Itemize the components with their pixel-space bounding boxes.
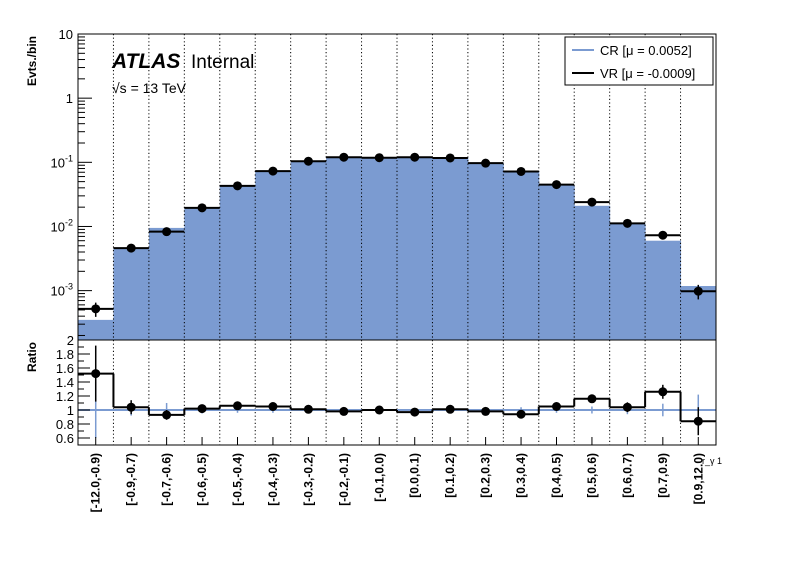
legend-vr-label: VR [μ = -0.0009] (600, 66, 695, 81)
x-tick-label-12: [0.3,0.4) (514, 453, 528, 498)
cr-bar-7 (326, 156, 363, 340)
y-tick-label-ratio-6: 1.8 (56, 347, 74, 362)
cr-bar-8 (361, 157, 398, 340)
x-tick-label-1: [-0.9,-0.7) (124, 453, 138, 506)
y-tick-label-ratio-1: 0.8 (56, 417, 74, 432)
y-tick-label-ratio-7: 2 (67, 333, 74, 348)
vr-point-4 (233, 181, 242, 191)
vr-point-6 (303, 156, 313, 166)
vr-point-12 (516, 166, 526, 176)
x-tick-label-8: [-0.1,0.0) (372, 453, 386, 502)
ratio-point-0 (91, 369, 101, 379)
y-tick-label-main-4: 10 (59, 27, 73, 42)
ratio-point-1 (126, 402, 136, 412)
x-axis-corner-label: r_γ 1 (702, 456, 722, 466)
x-tick-label-16: [0.7,0.9) (656, 453, 670, 498)
legend-box (564, 36, 714, 86)
vr-point-2 (162, 227, 172, 237)
y-tick-label-main-2: 10-1 (51, 153, 73, 170)
vr-point-8 (374, 153, 384, 163)
y-tick-label-ratio-3: 1.2 (56, 389, 74, 404)
ratio-point-9 (410, 407, 420, 417)
cr-bar-11 (467, 163, 504, 340)
ratio-point-16 (658, 387, 668, 397)
vr-point-3 (197, 203, 207, 213)
ratio-point-17 (693, 416, 703, 426)
x-tick-label-0: [-12.0,-0.9) (89, 453, 103, 512)
x-tick-label-14: [0.5,0.6) (585, 453, 599, 498)
x-tick-label-3: [-0.6,-0.5) (195, 453, 209, 506)
y-tick-label-main-1: 10-2 (51, 217, 73, 234)
vr-point-17 (693, 286, 703, 296)
atlas-label: ATLAS (111, 50, 180, 73)
energy-label: √s = 13 TeV (112, 80, 187, 96)
ratio-frame (77, 339, 717, 446)
cr-bar-1 (113, 248, 150, 340)
vr-point-5 (268, 166, 278, 176)
cr-bar-15 (609, 223, 646, 340)
cr-bar-0 (78, 319, 114, 340)
ratio-panel: 0.60.811.21.41.61.82 [-12.0,-0.9) [-0.9,-0… (56, 333, 717, 512)
cr-bar-16 (645, 240, 682, 340)
ratio-point-14 (587, 394, 597, 404)
ratio-point-3 (197, 404, 207, 414)
cr-bar-2 (148, 227, 185, 340)
y-axis-label-ratio: Ratio (25, 342, 39, 372)
y-tick-label-ratio-0: 0.6 (56, 431, 74, 446)
internal-label: Internal (191, 52, 254, 73)
x-tick-label-9: [0.0,0.1) (408, 453, 422, 498)
x-tick-label-10: [0.1,0.2) (443, 453, 457, 498)
ratio-point-2 (162, 410, 172, 420)
ratio-point-6 (303, 404, 313, 414)
x-tick-label-4: [-0.5,-0.4) (231, 453, 245, 506)
ratio-point-12 (516, 409, 526, 419)
x-tick-label-15: [0.6,0.7) (620, 453, 634, 498)
cr-bar-5 (255, 171, 292, 340)
ratio-point-11 (481, 406, 491, 416)
cr-bar-9 (397, 157, 433, 340)
y-tick-label-main-0: 10-3 (51, 282, 73, 299)
legend: CR [μ = 0.0052] VR [μ = -0.0009] (564, 36, 714, 86)
y-tick-label-ratio-5: 1.6 (56, 361, 74, 376)
vr-point-7 (339, 152, 349, 162)
ratio-point-10 (445, 404, 455, 414)
ratio-point-13 (552, 402, 561, 411)
y-tick-label-ratio-2: 1 (67, 403, 74, 418)
x-tick-label-17: [0.9,12.0) (691, 453, 705, 504)
ratio-point-7 (339, 406, 349, 416)
vr-point-11 (481, 158, 491, 168)
vr-point-10 (445, 153, 455, 163)
vr-point-16 (658, 230, 668, 240)
vr-point-9 (410, 152, 420, 162)
cr-bar-12 (503, 171, 540, 340)
cr-bar-6 (290, 160, 327, 340)
vr-point-15 (622, 218, 632, 228)
x-tick-label-6: [-0.3,-0.2) (301, 453, 315, 506)
x-tick-label-13: [0.4,0.5) (550, 453, 564, 498)
x-tick-label-7: [-0.2,-0.1) (337, 453, 351, 506)
vr-point-14 (587, 197, 597, 207)
cr-bar-13 (538, 185, 575, 340)
cr-bar-4 (219, 186, 256, 340)
x-tick-label-5: [-0.4,-0.3) (266, 453, 280, 506)
ratio-point-5 (268, 402, 278, 411)
x-tick-label-2: [-0.7,-0.6) (160, 453, 174, 506)
cr-bar-3 (184, 208, 221, 340)
vr-point-0 (91, 304, 101, 314)
vr-point-1 (126, 243, 136, 253)
x-tick-label-11: [0.2,0.3) (479, 453, 493, 498)
cr-bar-10 (432, 157, 469, 340)
y-axis-label-main: Evts./bin (25, 36, 39, 86)
y-tick-label-main-3: 1 (66, 91, 73, 106)
ratio-point-8 (374, 405, 384, 415)
cr-bar-14 (574, 205, 611, 340)
ratio-point-4 (233, 401, 242, 411)
vr-point-13 (552, 180, 561, 190)
legend-cr-label: CR [μ = 0.0052] (600, 43, 692, 58)
y-tick-label-ratio-4: 1.4 (56, 375, 74, 390)
ratio-point-15 (622, 402, 632, 412)
